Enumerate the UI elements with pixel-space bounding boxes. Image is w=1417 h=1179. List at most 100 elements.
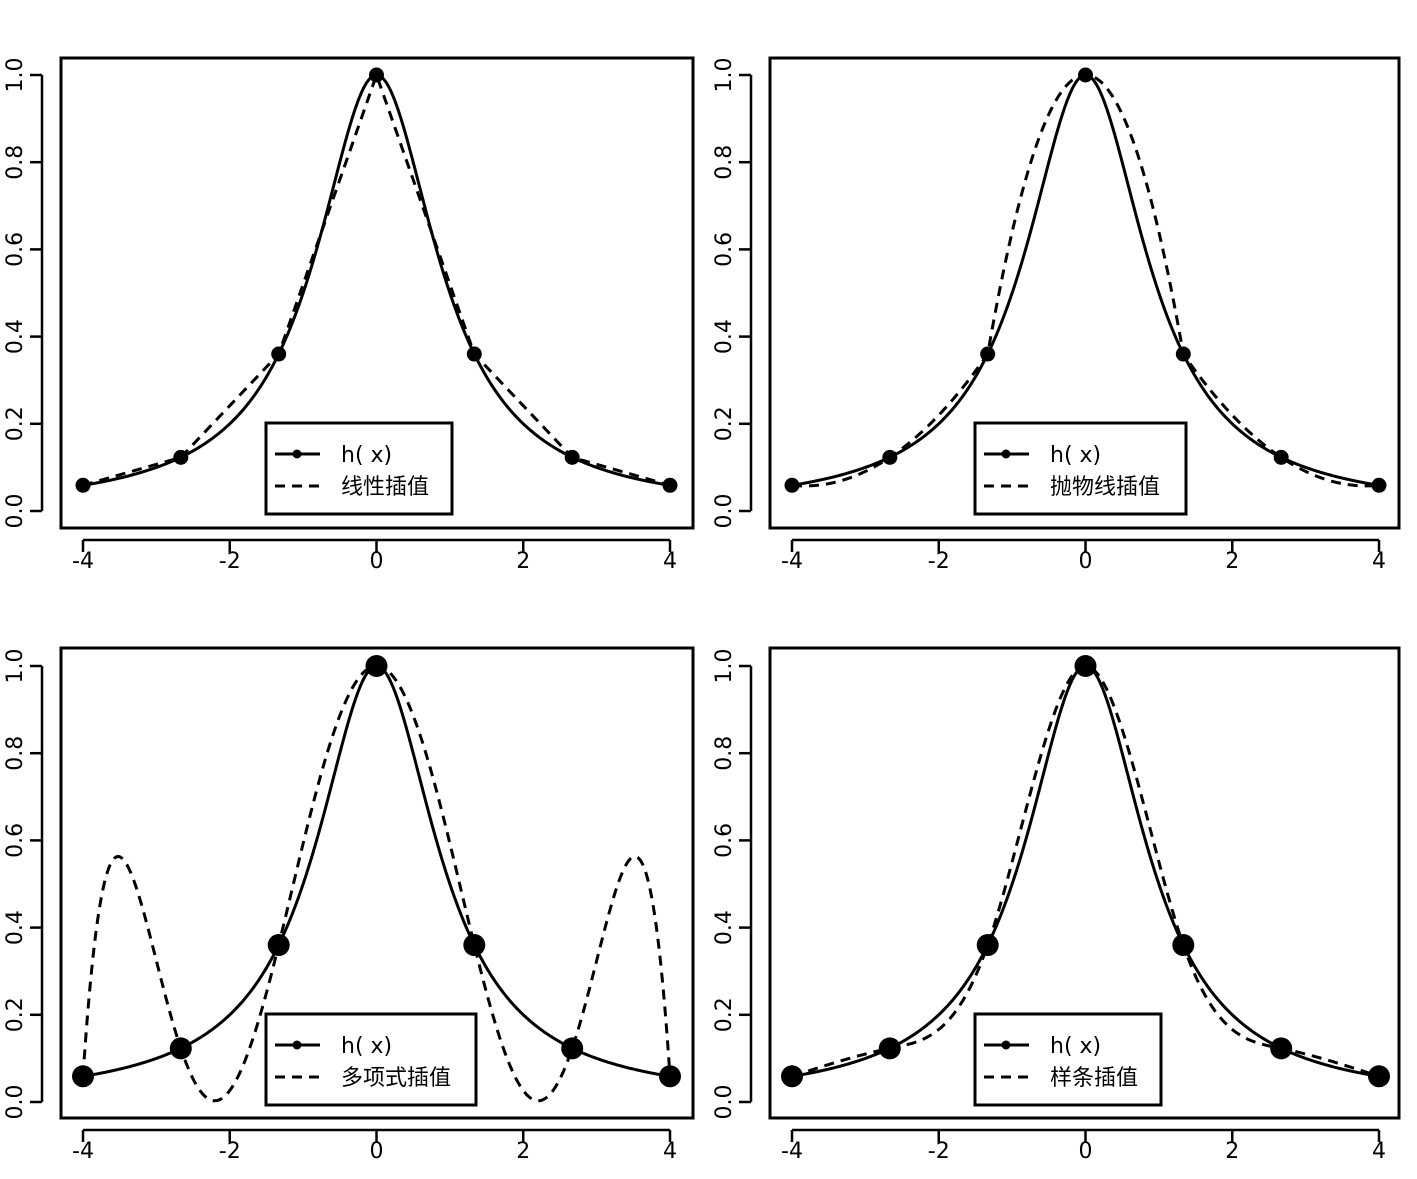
- x-tick-label: -2: [219, 549, 241, 574]
- plot-frame: [768, 646, 1401, 1120]
- x-tick-label: -4: [781, 549, 803, 574]
- data-point: [173, 449, 189, 465]
- chart-panel-top-left: -4 -2 0 2 4 0.0 0.2 0.4 0.6 0.8 1.0 h( x) 线性插值: [3, 56, 695, 574]
- legend-box: [973, 1012, 1163, 1107]
- y-axis: 0.0 0.2 0.4 0.6 0.8 1.0: [712, 649, 753, 1120]
- plot-frame: [59, 646, 695, 1120]
- x-tick-label: 2: [1225, 549, 1239, 574]
- data-point: [784, 477, 800, 493]
- legend-box: [973, 421, 1188, 516]
- y-tick-label: 1.0: [3, 58, 28, 93]
- x-tick-label: -2: [928, 1139, 950, 1164]
- data-point: [267, 934, 290, 957]
- data-point: [1175, 346, 1191, 362]
- legend-box: [264, 1012, 478, 1107]
- data-point: [1270, 1037, 1293, 1060]
- x-tick-label: 2: [516, 1139, 530, 1164]
- data-point: [1273, 449, 1289, 465]
- legend-label-hx: h( x): [341, 1034, 392, 1059]
- data-point: [463, 934, 486, 957]
- legend-swatch-marker: [292, 449, 302, 459]
- data-point: [1368, 1065, 1390, 1088]
- data-point: [659, 1065, 681, 1088]
- y-tick-label: 0.2: [3, 406, 28, 441]
- data-point: [369, 67, 384, 83]
- chart-panel-bottom-left: -4 -2 0 2 4 0.0 0.2 0.4 0.6 0.8 1.0 h( x) 多项式插值: [3, 646, 695, 1164]
- data-point: [882, 449, 898, 465]
- y-tick-label: 0.8: [3, 736, 28, 771]
- y-tick-label: 0.6: [3, 823, 28, 858]
- plot-frame: [59, 56, 695, 530]
- y-tick-label: 0.0: [712, 494, 737, 529]
- y-tick-label: 0.4: [712, 319, 737, 354]
- data-point: [466, 346, 482, 362]
- y-tick-label: 0.8: [712, 145, 737, 180]
- data-point: [75, 477, 91, 493]
- x-tick-label: -2: [219, 1139, 241, 1164]
- x-axis: -4 -2 0 2 4: [781, 538, 1386, 574]
- x-axis: -4 -2 0 2 4: [781, 1128, 1386, 1164]
- chart-panel-bottom-right: -4 -2 0 2 4 0.0 0.2 0.4 0.6 0.8 1.0 h( x) 样条插值: [712, 646, 1401, 1164]
- y-tick-label: 0.8: [3, 145, 28, 180]
- y-tick-label: 0.0: [3, 494, 28, 529]
- y-axis: 0.0 0.2 0.4 0.6 0.8 1.0: [3, 58, 44, 529]
- data-point: [561, 1037, 584, 1060]
- y-tick-label: 0.2: [712, 406, 737, 441]
- legend-swatch-marker: [292, 1040, 302, 1050]
- x-tick-label: 0: [370, 1139, 384, 1164]
- y-tick-label: 0.6: [3, 232, 28, 267]
- y-tick-label: 0.8: [712, 736, 737, 771]
- x-tick-label: 0: [1079, 1139, 1093, 1164]
- x-tick-label: 4: [1372, 549, 1386, 574]
- x-tick-label: 4: [663, 549, 677, 574]
- y-axis: 0.0 0.2 0.4 0.6 0.8 1.0: [3, 649, 44, 1120]
- data-point: [662, 477, 678, 493]
- legend-label-interp: 多项式插值: [341, 1066, 451, 1091]
- x-tick-label: 2: [1225, 1139, 1239, 1164]
- data-point: [781, 1065, 803, 1088]
- data-point: [169, 1037, 192, 1060]
- x-axis: -4 -2 0 2 4: [72, 1128, 677, 1164]
- y-tick-label: 0.2: [712, 997, 737, 1032]
- y-tick-label: 0.4: [3, 910, 28, 945]
- legend-label-interp: 线性插值: [341, 475, 429, 500]
- legend-label-hx: h( x): [341, 443, 392, 468]
- legend: h( x) 线性插值: [264, 421, 454, 516]
- x-tick-label: 4: [663, 1139, 677, 1164]
- y-tick-label: 1.0: [3, 649, 28, 684]
- y-tick-label: 1.0: [712, 58, 737, 93]
- data-point: [1078, 67, 1093, 83]
- x-axis: -4 -2 0 2 4: [72, 538, 677, 574]
- chart-panel-top-right: -4 -2 0 2 4 0.0 0.2 0.4 0.6 0.8 1.0 h( x) 抛物线插值: [712, 56, 1401, 574]
- y-tick-label: 0.6: [712, 823, 737, 858]
- y-tick-label: 0.0: [3, 1085, 28, 1120]
- legend-box: [264, 421, 454, 516]
- x-tick-label: 0: [370, 549, 384, 574]
- data-point: [72, 1065, 94, 1088]
- data-point: [271, 346, 287, 362]
- legend-label-interp: 抛物线插值: [1050, 475, 1160, 500]
- x-tick-label: -4: [72, 549, 94, 574]
- legend-label-interp: 样条插值: [1050, 1066, 1138, 1091]
- x-tick-label: 4: [1372, 1139, 1386, 1164]
- data-point: [1172, 934, 1195, 957]
- data-point: [980, 346, 996, 362]
- data-point: [976, 934, 999, 957]
- legend-swatch-marker: [1001, 449, 1011, 459]
- data-point: [1074, 655, 1097, 677]
- legend-label-hx: h( x): [1050, 1034, 1101, 1059]
- data-point: [365, 655, 388, 677]
- y-tick-label: 0.6: [712, 232, 737, 267]
- y-axis: 0.0 0.2 0.4 0.6 0.8 1.0: [712, 58, 753, 529]
- y-tick-label: 1.0: [712, 649, 737, 684]
- x-tick-label: -2: [928, 549, 950, 574]
- y-tick-label: 0.4: [712, 910, 737, 945]
- data-point: [1371, 477, 1387, 493]
- x-tick-label: 0: [1079, 549, 1093, 574]
- legend: h( x) 抛物线插值: [973, 421, 1188, 516]
- y-tick-label: 0.2: [3, 997, 28, 1032]
- data-point: [564, 449, 580, 465]
- plot-frame: [768, 56, 1401, 530]
- data-point: [878, 1037, 901, 1060]
